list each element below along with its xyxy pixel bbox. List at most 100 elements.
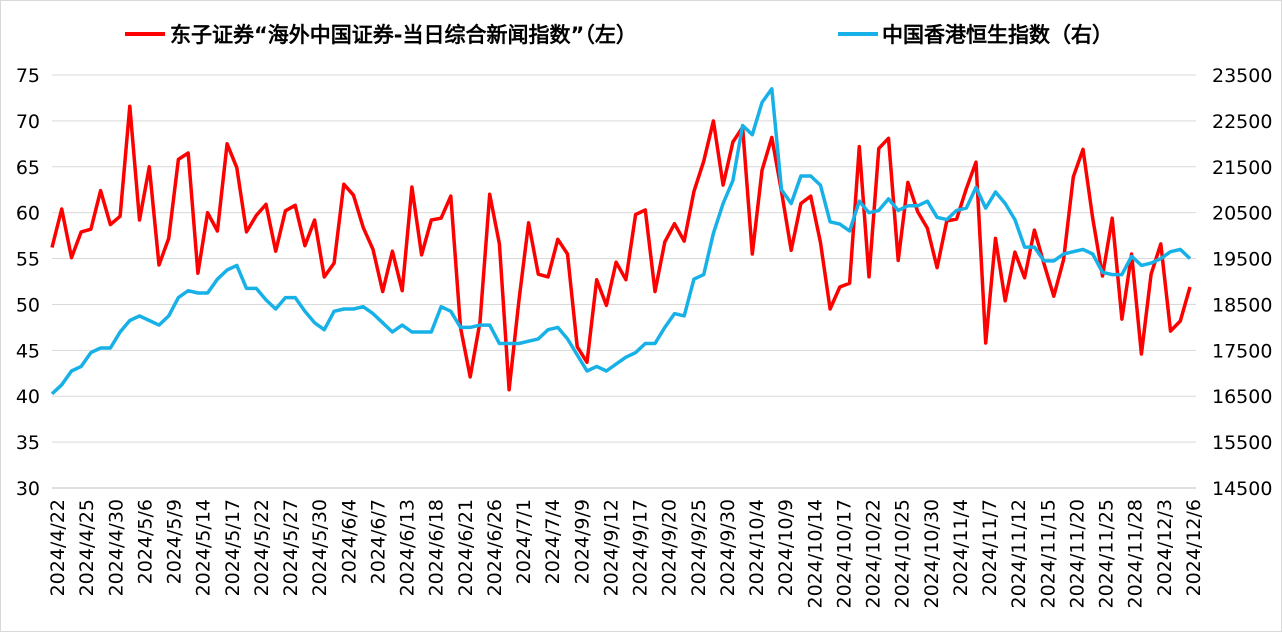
hang-seng-point [741,124,744,127]
news-index-point [60,208,63,211]
news-index-point [381,290,384,293]
hang-seng-point [128,319,131,322]
news-index-point [498,242,501,245]
news-index-point [527,221,530,224]
news-index-point [1033,229,1036,232]
right-tick-label: 17500 [1212,340,1272,362]
right-tick-label: 20500 [1212,203,1272,225]
news-index-point [829,308,832,311]
hang-seng-point [391,331,394,334]
hang-seng-point [965,207,968,210]
hang-seng-point [1111,273,1114,276]
news-index-point [595,278,598,281]
hang-seng-point [294,296,297,299]
news-index-point [1120,318,1123,321]
x-tick-label: 2024/11/12 [1008,499,1030,609]
news-index-point [877,147,880,150]
hang-seng-point [692,278,695,281]
x-tick-label: 2024/10/30 [921,499,943,609]
news-index-point [80,230,83,233]
news-index-point [323,275,326,278]
news-index-point [352,194,355,197]
news-index-point [1052,295,1055,298]
news-index-point [206,211,209,214]
hang-seng-point [255,287,258,290]
hang-seng-point [333,310,336,313]
legend-label-hang-seng: 中国香港恒生指数（右） [882,23,1113,47]
news-index-point [1023,276,1026,279]
news-index-point [692,190,695,193]
hang-seng-point [469,326,472,329]
hang-seng-point [303,310,306,313]
hang-seng-point [605,370,608,373]
x-tick-label: 2024/4/30 [105,499,127,596]
hang-seng-point [80,365,83,368]
right-tick-label: 22500 [1212,111,1272,133]
x-tick-label: 2024/11/28 [1125,499,1147,609]
hang-seng-point [284,296,287,299]
hang-seng-point [634,351,637,354]
hang-seng-point [177,296,180,299]
news-index-point [235,166,238,169]
x-tick-label: 2024/7/1 [513,499,535,584]
left-tick-label: 45 [16,340,40,362]
hang-seng-point [1072,250,1075,253]
hang-seng-point [926,200,929,203]
hang-seng-point [420,331,423,334]
left-tick-label: 75 [16,65,40,87]
x-tick-label: 2024/9/17 [630,499,652,596]
news-index-point [712,119,715,122]
news-index-point [605,304,608,307]
x-tick-label: 2024/4/25 [76,499,98,596]
right-tick-label: 16500 [1212,386,1272,408]
hang-seng-point [226,269,229,272]
news-index-point [119,215,122,218]
hang-seng-point [138,314,141,317]
news-index-point [1101,275,1104,278]
news-index-point [566,253,569,256]
news-index-point [683,240,686,243]
news-index-point [654,290,657,293]
news-index-point [1189,286,1192,289]
hang-seng-point [352,308,355,311]
news-index-point [1159,242,1162,245]
x-tick-label: 2024/7/4 [542,499,564,584]
x-tick-label: 2024/6/18 [426,499,448,596]
left-tick-label: 55 [16,249,40,271]
hang-seng-point [848,230,851,233]
hang-seng-point [761,101,764,104]
news-index-point [576,345,579,348]
hang-seng-point [527,340,530,343]
news-index-point [858,145,861,148]
news-index-line [50,104,1192,392]
hang-seng-point [1013,218,1016,221]
news-index-point [99,189,102,192]
news-index-point [586,361,589,364]
news-index-point [401,289,404,292]
hang-seng-point [1004,202,1007,205]
hang-seng-point [498,342,501,345]
hang-seng-point [196,292,199,295]
hang-seng-point [624,356,627,359]
news-index-point [265,203,268,206]
hang-seng-point [517,342,520,345]
news-index-point [537,273,540,276]
news-index-point [479,320,482,323]
x-tick-label: 2024/10/25 [892,499,914,609]
hang-seng-point [722,202,725,205]
x-axis: 2024/4/22 2024/4/25 2024/4/30 2024/5/6 2024/… [47,487,1205,609]
left-tick-label: 35 [16,432,40,454]
news-index-point [819,241,822,244]
hang-seng-point [1052,259,1055,262]
news-index-point [955,218,958,221]
hang-seng-point [459,326,462,329]
news-index-point [984,342,987,345]
news-index-point [722,184,725,187]
right-y-axis: 14500 15500 16500 17500 18500 19500 20500 21500… [1212,65,1272,500]
news-index-point [799,202,802,205]
hang-seng-point [770,87,773,90]
hang-seng-point [1179,248,1182,251]
news-index-point [303,244,306,247]
legend-entry-hang-seng: 中国香港恒生指数（右） [838,23,1113,47]
